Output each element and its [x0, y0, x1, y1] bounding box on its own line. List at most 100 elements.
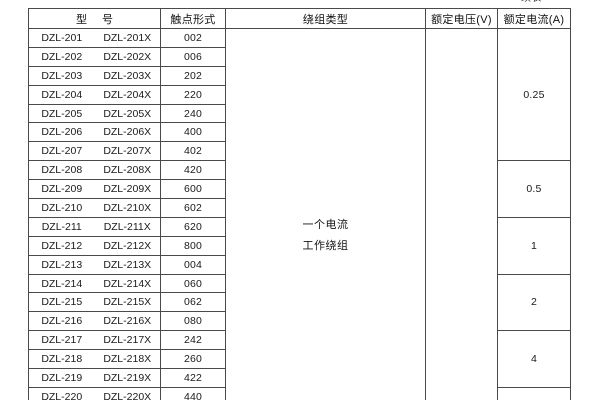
table-row: DZL-218 DZL-218X 260 — [28, 349, 571, 370]
model-variant: DZL-214X — [103, 277, 152, 290]
cell-contact-form: 420 — [160, 160, 226, 181]
cell-model: DZL-215 DZL-215X — [28, 292, 161, 313]
model-variant: DZL-220X — [103, 390, 152, 400]
cell-contact-form: 620 — [160, 216, 226, 237]
cell-contact-form: 002 — [160, 28, 226, 48]
cell-model: DZL-214 DZL-214X — [28, 273, 161, 294]
table-row: DZL-217 DZL-217X 242 4 — [28, 330, 571, 388]
cell-contact-form: 602 — [160, 198, 226, 218]
table-row: DZL-201 DZL-201X 002 一个电流工作绕组 0.25 — [28, 27, 571, 400]
model-variant: DZL-209X — [103, 183, 152, 196]
cell-contact-form: 006 — [160, 46, 226, 67]
model-primary: DZL-218 — [41, 353, 83, 366]
cell-contact-form: 400 — [160, 122, 226, 143]
cell-model: DZL-219 DZL-219X — [28, 368, 161, 388]
model-variant: DZL-215X — [103, 296, 152, 309]
cell-contact-form: 220 — [160, 84, 226, 105]
cell-model: DZL-208 DZL-208X — [28, 160, 161, 181]
cell-rated-voltage — [425, 28, 498, 400]
winding-type-line: 一个电流 — [302, 219, 349, 232]
model-pair: DZL-217 DZL-217X — [29, 334, 160, 346]
cell-model: DZL-207 DZL-207X — [28, 141, 161, 162]
model-pair: DZL-220 DZL-220X — [29, 391, 160, 400]
column-header-rated-voltage: 额定电压(V) — [425, 8, 498, 29]
table-row: DZL-204 DZL-204X 220 — [28, 84, 571, 105]
model-primary: DZL-205 — [41, 107, 83, 120]
model-primary: DZL-204 — [41, 88, 83, 101]
cell-contact-form: 242 — [160, 330, 226, 351]
table-row: DZL-206 DZL-206X 400 — [28, 122, 571, 143]
table-row: DZL-220 DZL-220X 440 8 — [28, 386, 571, 400]
model-primary: DZL-210 — [41, 201, 83, 214]
model-pair: DZL-218 DZL-218X — [29, 353, 160, 365]
cell-model: DZL-216 DZL-216X — [28, 311, 161, 332]
model-variant: DZL-213X — [103, 258, 152, 271]
cell-model: DZL-211 DZL-211X — [28, 216, 161, 237]
cell-contact-form: 080 — [160, 311, 226, 332]
column-header-winding-type: 绕组类型 — [225, 8, 426, 29]
model-variant: DZL-219X — [103, 371, 152, 384]
model-pair: DZL-214 DZL-214X — [29, 278, 160, 290]
model-pair: DZL-205 DZL-205X — [29, 108, 160, 120]
model-variant: DZL-218X — [103, 353, 152, 366]
model-primary: DZL-206 — [41, 126, 83, 139]
cell-model: DZL-205 DZL-205X — [28, 103, 161, 124]
relay-specification-table: 型 号 触点形式 绕组类型 额定电压(V) 额定电流(A) DZL-201 DZL… — [28, 8, 571, 400]
column-header-contact-form: 触点形式 — [160, 8, 226, 29]
winding-type-line: 工作绕组 — [302, 240, 349, 253]
model-pair: DZL-219 DZL-219X — [29, 372, 160, 384]
model-variant: DZL-217X — [103, 334, 152, 347]
cell-contact-form: 240 — [160, 103, 226, 124]
column-header-rated-current: 额定电流(A) — [497, 8, 571, 29]
spec-table-container: 型 号 触点形式 绕组类型 额定电压(V) 额定电流(A) DZL-201 DZL… — [28, 8, 571, 400]
cell-model: DZL-217 DZL-217X — [28, 330, 161, 351]
model-primary: DZL-211 — [41, 220, 82, 233]
model-primary: DZL-202 — [41, 50, 83, 63]
model-pair: DZL-210 DZL-210X — [29, 202, 160, 214]
cell-contact-form: 060 — [160, 273, 226, 294]
model-primary: DZL-209 — [41, 183, 83, 196]
cell-rated-current: 0.5 — [497, 160, 571, 218]
table-row: DZL-214 DZL-214X 060 2 — [28, 273, 571, 332]
model-primary: DZL-201 — [41, 31, 83, 44]
cell-contact-form: 440 — [160, 386, 226, 400]
model-pair: DZL-212 DZL-212X — [29, 240, 160, 252]
cell-rated-current: 1 — [497, 216, 571, 275]
cell-model: DZL-201 DZL-201X — [28, 28, 161, 48]
cell-contact-form: 004 — [160, 254, 226, 275]
model-pair: DZL-211 DZL-211X — [29, 221, 160, 233]
model-variant: DZL-208X — [103, 164, 152, 177]
table-row: DZL-216 DZL-216X 080 — [28, 311, 571, 332]
model-primary: DZL-208 — [41, 164, 83, 177]
model-pair: DZL-209 DZL-209X — [29, 183, 160, 195]
model-pair: DZL-203 DZL-203X — [29, 70, 160, 82]
table-row: DZL-212 DZL-212X 800 — [28, 235, 571, 256]
model-primary: DZL-207 — [41, 145, 83, 158]
model-primary: DZL-213 — [41, 258, 83, 271]
model-primary: DZL-220 — [41, 390, 83, 400]
cell-rated-current: 0.25 — [497, 27, 571, 162]
model-variant: DZL-216X — [103, 315, 152, 328]
cell-rated-current: 8 — [497, 386, 571, 400]
cell-rated-current: 4 — [497, 330, 571, 388]
table-row: DZL-219 DZL-219X 422 — [28, 368, 571, 388]
table-row: DZL-208 DZL-208X 420 0.5 — [28, 160, 571, 218]
model-pair: DZL-213 DZL-213X — [29, 259, 160, 271]
column-header-model: 型 号 — [28, 8, 161, 29]
table-header-row: 型 号 触点形式 绕组类型 额定电压(V) 额定电流(A) — [28, 8, 571, 29]
model-pair: DZL-208 DZL-208X — [29, 164, 160, 176]
model-pair: DZL-206 DZL-206X — [29, 126, 160, 138]
model-variant: DZL-210X — [103, 201, 152, 214]
model-pair: DZL-207 DZL-207X — [29, 145, 160, 157]
model-primary: DZL-203 — [41, 69, 83, 82]
model-primary: DZL-219 — [41, 371, 83, 384]
cell-contact-form: 062 — [160, 292, 226, 313]
cell-model: DZL-218 DZL-218X — [28, 349, 161, 370]
table-row: DZL-209 DZL-209X 600 — [28, 179, 571, 200]
continuation-label: 续表 — [521, 0, 542, 4]
table-row: DZL-205 DZL-205X 240 — [28, 103, 571, 124]
model-primary: DZL-212 — [41, 239, 83, 252]
cell-model: DZL-206 DZL-206X — [28, 122, 161, 143]
cell-model: DZL-212 DZL-212X — [28, 235, 161, 256]
